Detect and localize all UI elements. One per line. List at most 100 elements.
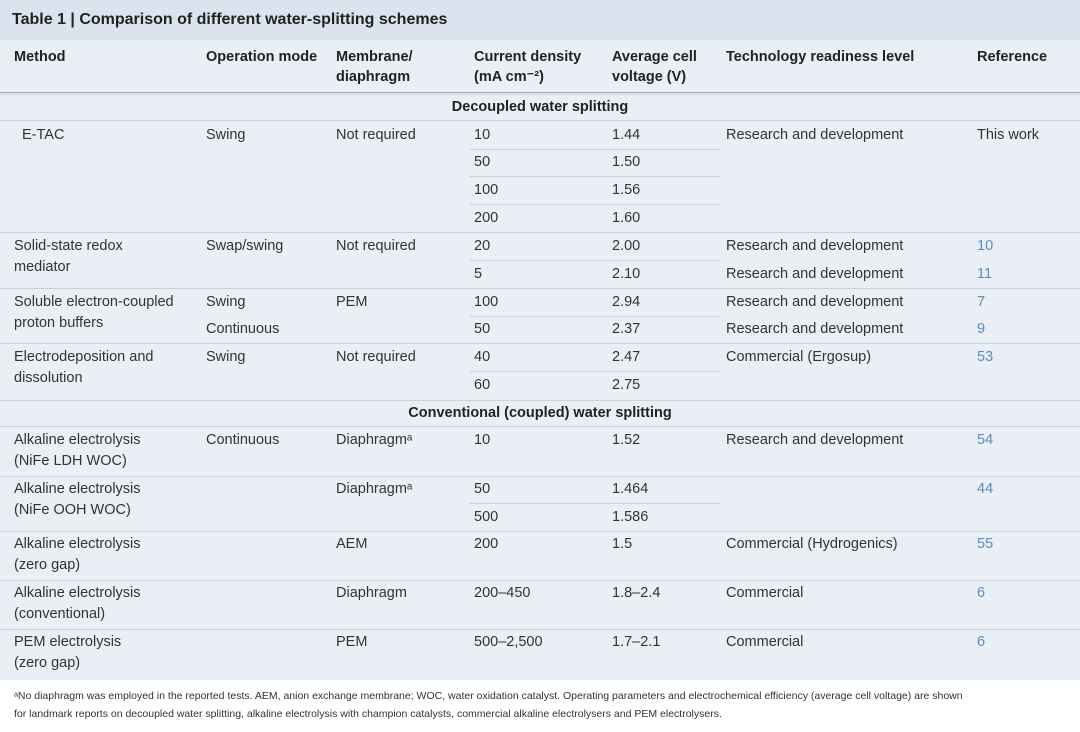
method: Solid-state redox <box>14 238 123 254</box>
row-rule <box>470 371 720 372</box>
table-title: Table 1 | Comparison of different water-… <box>12 11 448 28</box>
current: 50 <box>474 154 491 170</box>
current: 100 <box>474 182 499 198</box>
reference: 44 <box>977 481 994 497</box>
membrane: PEM <box>336 294 368 310</box>
current: 200 <box>474 210 499 226</box>
row-rule <box>0 94 1080 95</box>
membrane: Not required <box>336 127 416 143</box>
voltage: 1.7–2.1 <box>612 634 661 650</box>
column-header: diaphragm <box>336 69 411 85</box>
row-rule <box>0 120 1080 121</box>
reference: This work <box>977 127 1040 143</box>
membrane: AEM <box>336 536 368 552</box>
current: 200 <box>474 536 499 552</box>
table-background <box>0 0 1080 680</box>
method: proton buffers <box>14 315 104 331</box>
method: Electrodeposition and <box>14 349 154 365</box>
column-header: Technology readiness level <box>726 49 915 65</box>
row-rule <box>470 149 720 150</box>
row-rule <box>0 629 1080 630</box>
reference: 7 <box>977 294 986 310</box>
trl: Commercial (Hydrogenics) <box>726 536 898 552</box>
operation: Continuous <box>206 432 280 448</box>
operation: Continuous <box>206 321 280 337</box>
reference: 6 <box>977 585 986 601</box>
method: Alkaline electrolysis <box>14 585 141 601</box>
method: Alkaline electrolysis <box>14 536 141 552</box>
trl: Research and development <box>726 266 904 282</box>
current: 500–2,500 <box>474 634 543 650</box>
reference: 54 <box>977 432 994 448</box>
column-header: Average cell <box>612 49 697 65</box>
reference: 6 <box>977 634 986 650</box>
voltage: 1.50 <box>612 154 641 170</box>
current: 5 <box>474 266 483 282</box>
reference: 55 <box>977 536 994 552</box>
method: (zero gap) <box>14 557 81 573</box>
method: dissolution <box>14 370 83 386</box>
reference: 10 <box>977 238 994 254</box>
trl: Research and development <box>726 238 904 254</box>
method: (NiFe LDH WOC) <box>14 453 127 469</box>
current: 50 <box>474 481 491 497</box>
voltage: 2.47 <box>612 349 641 365</box>
section-title: Decoupled water splitting <box>451 99 629 115</box>
method: E-TAC <box>22 127 65 143</box>
row-rule <box>0 400 1080 401</box>
column-header: Operation mode <box>206 49 318 65</box>
operation: Swap/swing <box>206 238 284 254</box>
membrane: Not required <box>336 349 416 365</box>
method: Alkaline electrolysis <box>14 481 141 497</box>
trl: Research and development <box>726 321 904 337</box>
operation: Swing <box>206 127 246 143</box>
trl: Commercial <box>726 585 804 601</box>
row-rule <box>470 316 720 317</box>
voltage: 1.8–2.4 <box>612 585 661 601</box>
membrane: Diaphragmᵃ <box>336 481 413 497</box>
voltage: 1.464 <box>612 481 649 497</box>
row-rule <box>0 476 1080 477</box>
trl: Research and development <box>726 127 904 143</box>
title-bar <box>0 0 1080 40</box>
column-header: Reference <box>977 49 1048 65</box>
row-rule <box>470 503 720 504</box>
voltage: 1.56 <box>612 182 641 198</box>
membrane: Not required <box>336 238 416 254</box>
membrane: PEM <box>336 634 368 650</box>
method: (zero gap) <box>14 655 81 671</box>
footnote: ᵃNo diaphragm was employed in the report… <box>14 690 963 702</box>
current: 20 <box>474 238 491 254</box>
current: 10 <box>474 432 491 448</box>
current: 200–450 <box>474 585 531 601</box>
voltage: 1.44 <box>612 127 641 143</box>
column-header: (mA cm⁻²) <box>474 69 544 85</box>
trl: Commercial (Ergosup) <box>726 349 872 365</box>
voltage: 1.60 <box>612 210 641 226</box>
row-rule <box>0 232 1080 233</box>
trl: Research and development <box>726 294 904 310</box>
operation: Swing <box>206 349 246 365</box>
trl: Commercial <box>726 634 804 650</box>
method: PEM electrolysis <box>14 634 122 650</box>
reference: 11 <box>977 266 993 282</box>
row-rule <box>0 343 1080 344</box>
section-title: Conventional (coupled) water splitting <box>408 405 672 421</box>
operation: Swing <box>206 294 246 310</box>
current: 100 <box>474 294 499 310</box>
current: 50 <box>474 321 491 337</box>
reference: 9 <box>977 321 986 337</box>
row-rule <box>470 204 720 205</box>
reference: 53 <box>977 349 994 365</box>
membrane: Diaphragm <box>336 585 407 601</box>
current: 40 <box>474 349 491 365</box>
method: Soluble electron-coupled <box>14 294 174 310</box>
row-rule <box>0 580 1080 581</box>
voltage: 2.75 <box>612 377 641 393</box>
header-rule <box>0 92 1080 93</box>
column-header: voltage (V) <box>612 69 687 85</box>
voltage: 2.00 <box>612 238 641 254</box>
method: (conventional) <box>14 606 106 622</box>
column-header: Current density <box>474 49 582 65</box>
row-rule <box>0 288 1080 289</box>
